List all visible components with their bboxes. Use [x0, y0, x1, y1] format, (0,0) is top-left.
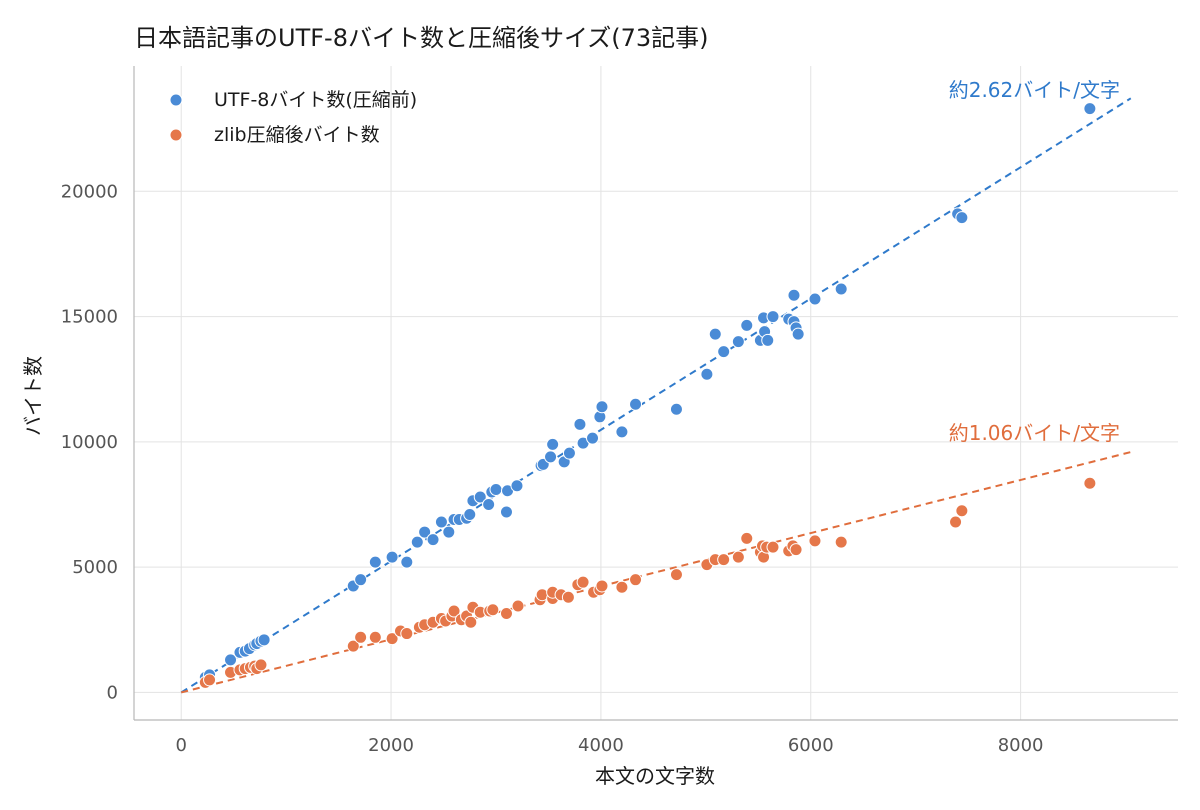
point-utf8	[442, 525, 456, 539]
point-zlib	[486, 603, 500, 617]
x-tick-label: 4000	[578, 735, 624, 756]
point-utf8	[499, 505, 513, 519]
point-utf8	[1083, 102, 1097, 116]
y-tick-labels: 0 5000 10000 15000 20000	[61, 181, 118, 703]
point-zlib	[834, 535, 848, 549]
point-utf8	[473, 490, 487, 504]
point-utf8	[669, 402, 683, 416]
point-utf8	[766, 310, 780, 324]
grid-lines	[134, 66, 1178, 720]
point-utf8	[418, 525, 432, 539]
point-zlib	[464, 615, 478, 629]
y-axis-label: バイト数	[21, 356, 45, 436]
y-tick-label: 0	[107, 682, 118, 703]
point-utf8	[761, 333, 775, 347]
x-tick-labels: 0 2000 4000 6000 8000	[175, 735, 1043, 756]
point-utf8	[385, 550, 399, 564]
chart-title: 日本語記事のUTF-8バイト数と圧縮後サイズ(73記事)	[134, 24, 709, 52]
point-zlib	[1083, 476, 1097, 490]
point-utf8	[740, 318, 754, 332]
point-zlib	[499, 607, 513, 621]
point-utf8	[489, 482, 503, 496]
point-zlib	[949, 515, 963, 529]
point-utf8	[955, 211, 969, 225]
point-utf8	[573, 417, 587, 431]
x-axis-label: 本文の文字数	[595, 764, 715, 788]
point-zlib	[400, 627, 414, 641]
point-zlib	[368, 630, 382, 644]
annotation-utf8-slope: 約2.62バイト/文字	[949, 78, 1120, 102]
point-zlib	[254, 658, 268, 672]
point-utf8	[463, 508, 477, 522]
y-tick-label: 15000	[61, 307, 118, 328]
point-zlib	[808, 534, 822, 548]
y-tick-label: 5000	[72, 557, 118, 578]
point-zlib	[766, 540, 780, 554]
point-zlib	[731, 550, 745, 564]
point-utf8	[708, 327, 722, 341]
point-utf8	[400, 555, 414, 569]
legend-marker-zlib	[169, 128, 183, 142]
point-zlib	[789, 543, 803, 557]
point-utf8	[482, 498, 496, 512]
point-utf8	[368, 555, 382, 569]
point-utf8	[629, 397, 643, 411]
legend-label-utf8: UTF-8バイト数(圧縮前)	[214, 89, 417, 111]
y-tick-label: 20000	[61, 181, 118, 202]
point-utf8	[787, 288, 801, 302]
point-utf8	[410, 535, 424, 549]
point-utf8	[834, 282, 848, 296]
point-zlib	[740, 531, 754, 545]
point-utf8	[808, 292, 822, 306]
axes	[133, 66, 1178, 721]
x-tick-label: 2000	[368, 735, 414, 756]
point-zlib	[629, 573, 643, 587]
point-zlib	[511, 599, 525, 613]
point-zlib	[561, 590, 575, 604]
point-zlib	[203, 673, 217, 687]
point-utf8	[224, 653, 238, 667]
point-utf8	[544, 450, 558, 464]
point-utf8	[586, 431, 600, 445]
point-zlib	[955, 504, 969, 518]
point-utf8	[562, 446, 576, 460]
point-zlib	[346, 639, 360, 653]
point-utf8	[731, 335, 745, 349]
x-tick-label: 0	[175, 735, 186, 756]
point-zlib	[717, 553, 731, 567]
trend-lines	[180, 97, 1132, 694]
x-tick-label: 6000	[788, 735, 834, 756]
y-tick-label: 10000	[61, 432, 118, 453]
point-utf8	[257, 633, 271, 647]
point-utf8	[354, 573, 368, 587]
point-zlib	[385, 632, 399, 646]
point-zlib	[354, 630, 368, 644]
point-utf8	[434, 515, 448, 529]
point-zlib	[595, 579, 609, 593]
point-zlib	[447, 604, 461, 618]
annotations: 約2.62バイト/文字 約1.06バイト/文字	[949, 78, 1120, 445]
point-zlib	[669, 568, 683, 582]
point-utf8	[510, 479, 524, 493]
point-utf8	[426, 533, 440, 547]
trend-line-utf8	[180, 97, 1132, 694]
legend: UTF-8バイト数(圧縮前) zlib圧縮後バイト数	[169, 89, 417, 146]
point-zlib	[615, 580, 629, 594]
point-utf8	[700, 367, 714, 381]
point-utf8	[546, 437, 560, 451]
x-tick-label: 8000	[998, 735, 1044, 756]
legend-marker-utf8	[169, 93, 183, 107]
legend-label-zlib: zlib圧縮後バイト数	[214, 124, 380, 146]
point-utf8	[717, 345, 731, 359]
point-zlib	[576, 575, 590, 589]
annotation-zlib-slope: 約1.06バイト/文字	[949, 421, 1120, 445]
data-points	[198, 102, 1097, 689]
trend-line-zlib	[180, 451, 1132, 694]
point-utf8	[615, 425, 629, 439]
point-utf8	[595, 400, 609, 414]
point-utf8	[791, 327, 805, 341]
